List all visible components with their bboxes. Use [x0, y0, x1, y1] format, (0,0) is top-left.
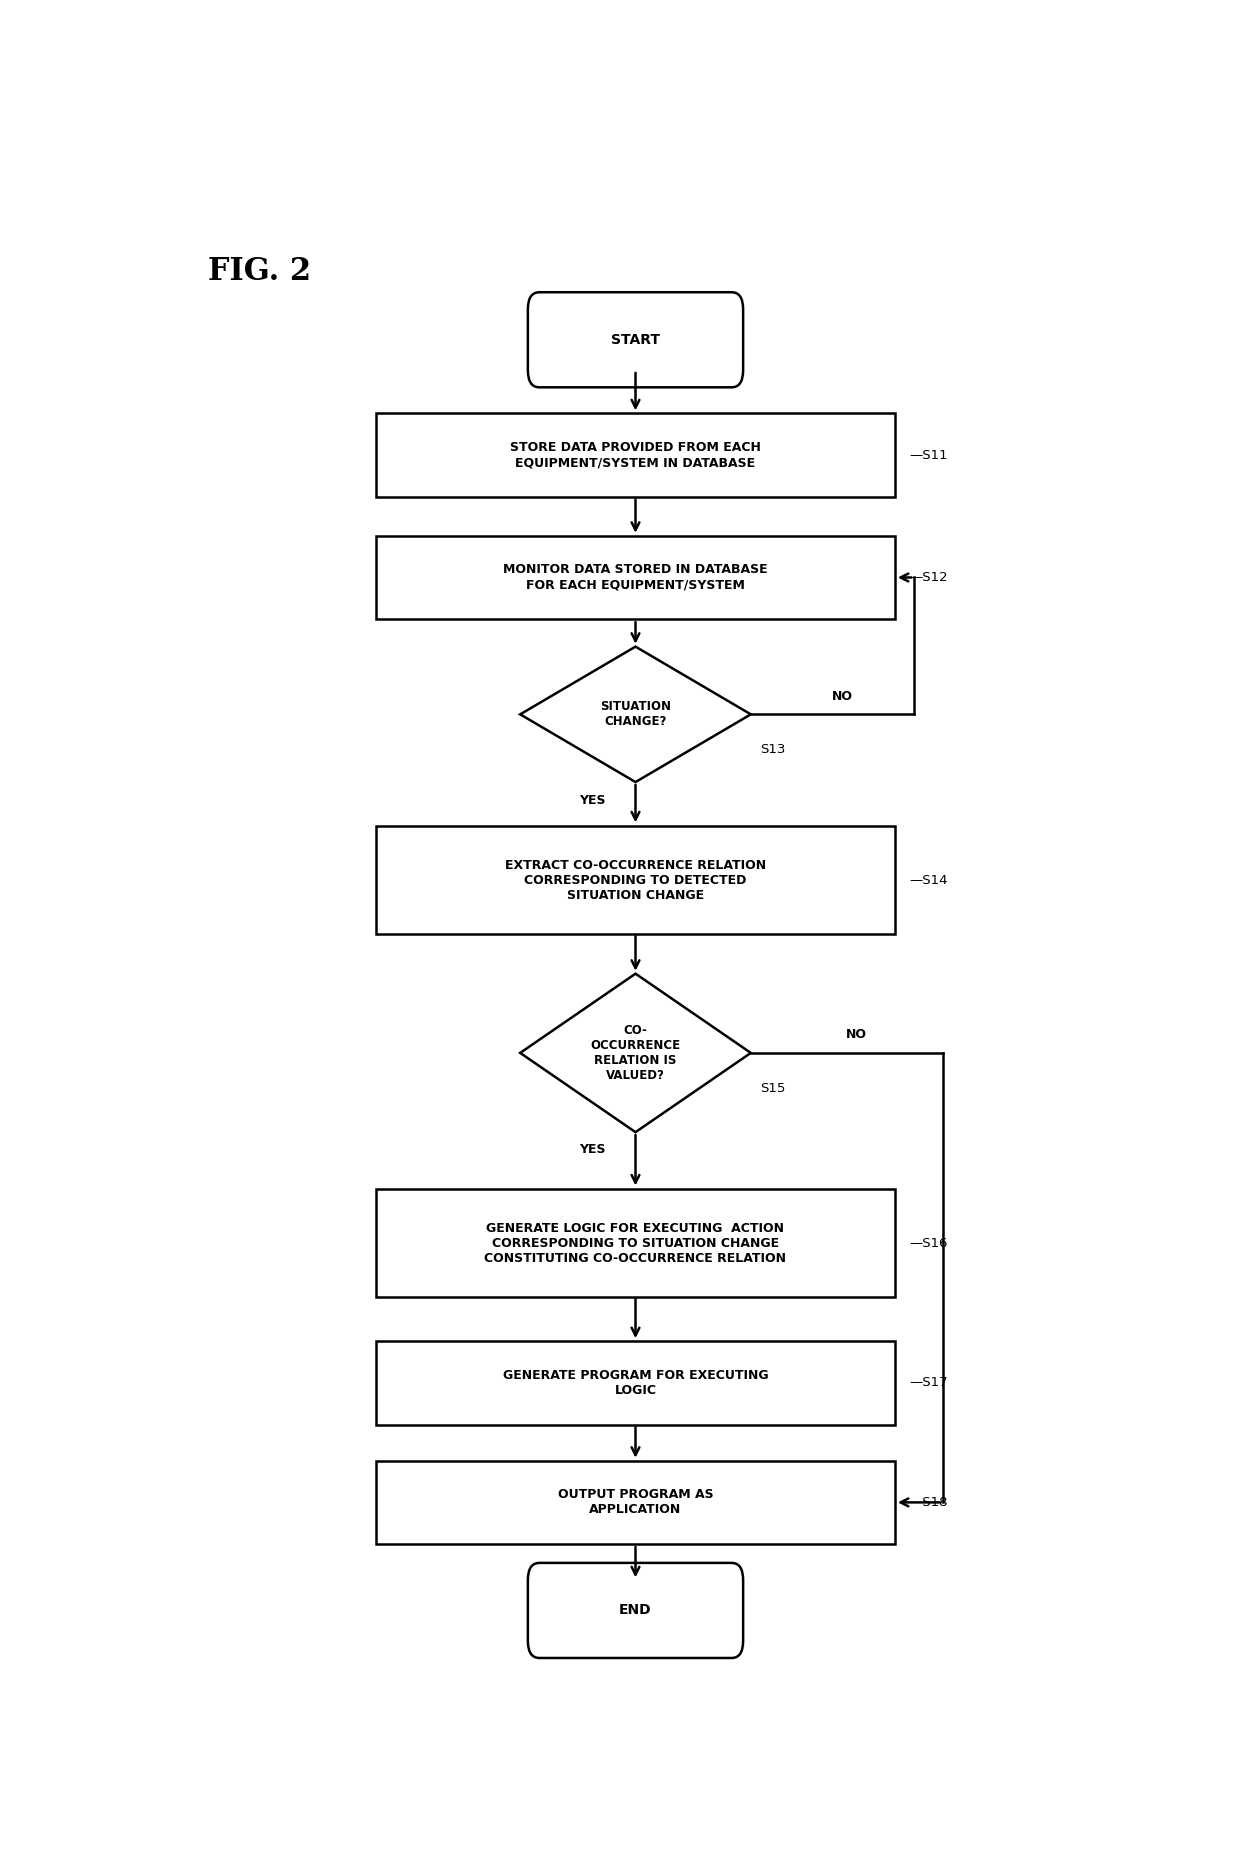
- Bar: [376, 1461, 895, 1544]
- Text: NO: NO: [846, 1029, 867, 1042]
- Bar: [376, 1342, 895, 1424]
- Text: GENERATE LOGIC FOR EXECUTING  ACTION
CORRESPONDING TO SITUATION CHANGE
CONSTITUT: GENERATE LOGIC FOR EXECUTING ACTION CORR…: [485, 1222, 786, 1265]
- Text: FIG. 2: FIG. 2: [208, 256, 311, 288]
- Bar: [376, 825, 895, 934]
- Text: SITUATION
CHANGE?: SITUATION CHANGE?: [600, 700, 671, 728]
- Text: —S16: —S16: [909, 1237, 947, 1250]
- Text: END: END: [619, 1603, 652, 1617]
- Text: CO-
OCCURRENCE
RELATION IS
VALUED?: CO- OCCURRENCE RELATION IS VALUED?: [590, 1023, 681, 1081]
- Text: —S11: —S11: [909, 449, 949, 462]
- Bar: [376, 1190, 895, 1297]
- Bar: [376, 535, 895, 619]
- Text: MONITOR DATA STORED IN DATABASE
FOR EACH EQUIPMENT/SYSTEM: MONITOR DATA STORED IN DATABASE FOR EACH…: [503, 563, 768, 591]
- Text: GENERATE PROGRAM FOR EXECUTING
LOGIC: GENERATE PROGRAM FOR EXECUTING LOGIC: [502, 1370, 769, 1398]
- Text: —S17: —S17: [909, 1377, 949, 1390]
- Text: —S18: —S18: [909, 1497, 947, 1508]
- Bar: [376, 413, 895, 498]
- Polygon shape: [521, 647, 751, 782]
- FancyBboxPatch shape: [528, 292, 743, 387]
- Text: START: START: [611, 333, 660, 346]
- Text: OUTPUT PROGRAM AS
APPLICATION: OUTPUT PROGRAM AS APPLICATION: [558, 1489, 713, 1516]
- Text: YES: YES: [579, 795, 605, 806]
- Text: S15: S15: [760, 1081, 786, 1095]
- FancyBboxPatch shape: [528, 1562, 743, 1658]
- Text: —S12: —S12: [909, 571, 949, 584]
- Text: —S14: —S14: [909, 874, 947, 887]
- Polygon shape: [521, 973, 751, 1132]
- Text: NO: NO: [832, 690, 853, 703]
- Text: YES: YES: [579, 1143, 605, 1156]
- Text: S13: S13: [760, 743, 786, 756]
- Text: EXTRACT CO-OCCURRENCE RELATION
CORRESPONDING TO DETECTED
SITUATION CHANGE: EXTRACT CO-OCCURRENCE RELATION CORRESPON…: [505, 859, 766, 902]
- Text: STORE DATA PROVIDED FROM EACH
EQUIPMENT/SYSTEM IN DATABASE: STORE DATA PROVIDED FROM EACH EQUIPMENT/…: [510, 442, 761, 470]
